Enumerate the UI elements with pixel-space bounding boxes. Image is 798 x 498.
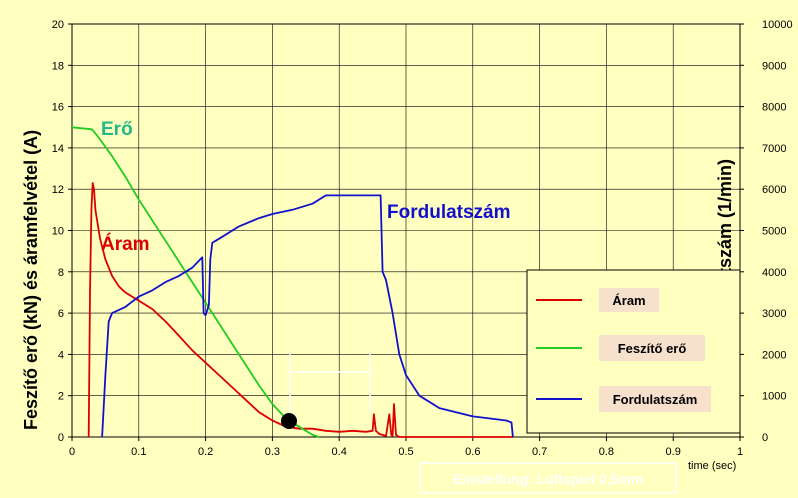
x-tick-label: 0.2 <box>198 446 213 458</box>
y-left-tick-label: 20 <box>52 19 64 31</box>
legend: Áram Feszítő erő Fordulatszám <box>526 269 741 434</box>
x-tick-label: 0.6 <box>465 446 480 458</box>
x-tick-label: 0.7 <box>532 446 547 458</box>
y-right-tick-label: 9000 <box>762 60 786 72</box>
y-left-tick-label: 12 <box>52 184 64 196</box>
x-tick-label: 0.4 <box>332 446 347 458</box>
y-left-axis-title: Feszítő erő (kN) és áramfelvétel (A) <box>21 130 41 430</box>
ero-annotation: Erő <box>101 119 133 140</box>
y-right-tick-label: 2000 <box>762 349 786 361</box>
x-tick-label: 0.8 <box>599 446 614 458</box>
y-right-tick-label: 4000 <box>762 267 786 279</box>
legend-label-fordulat: Fordulatszám <box>613 392 698 407</box>
legend-label-aram: Áram <box>612 293 645 308</box>
x-tick-label: 0.1 <box>131 446 146 458</box>
x-tick-label: 0.3 <box>265 446 280 458</box>
x-tick-label: 1 <box>737 446 743 458</box>
x-tick-label: 0.5 <box>398 446 413 458</box>
series-line-0 <box>87 182 513 438</box>
y-left-tick-label: 14 <box>52 143 64 155</box>
y-right-tick-label: 6000 <box>762 184 786 196</box>
x-axis-title: time (sec) <box>688 460 736 472</box>
legend-label-feszito: Feszítő erő <box>618 341 687 356</box>
y-right-tick-label: 8000 <box>762 102 786 114</box>
y-right-tick-label: 0 <box>762 432 768 444</box>
y-right-tick-label: 5000 <box>762 226 786 238</box>
y-left-tick-label: 0 <box>58 432 64 444</box>
series-line-2 <box>101 194 514 438</box>
y-left-tick-label: 8 <box>58 267 64 279</box>
bottom-note-text: Einstellung: Luftspiel 0,5mm <box>453 471 644 487</box>
fordulat-annotation: Fordulatszám <box>387 202 511 223</box>
legend-label-bg-fordulat <box>599 386 711 412</box>
y-left-tick-label: 18 <box>52 60 64 72</box>
y-right-tick-label: 3000 <box>762 308 786 320</box>
y-left-tick-label: 16 <box>52 102 64 114</box>
y-left-tick-label: 10 <box>52 226 64 238</box>
aram-annotation: Áram <box>101 233 150 255</box>
legend-label-bg-aram <box>599 288 659 312</box>
y-right-tick-label: 1000 <box>762 391 786 403</box>
y-left-tick-label: 2 <box>58 391 64 403</box>
y-right-tick-label: 7000 <box>762 143 786 155</box>
ticks: 0 0.1 0.2 0.3 0.4 0.5 0.6 0.7 0.8 0.9 102468101214… <box>52 19 793 458</box>
bottom-note-box <box>419 462 677 494</box>
legend-label-bg-feszito <box>599 335 705 361</box>
bottom-note: Einstellung: Luftspiel 0,5mm <box>419 462 677 494</box>
x-tick-label: 0 <box>69 446 75 458</box>
y-left-tick-label: 4 <box>58 349 64 361</box>
y-left-tick-label: 6 <box>58 308 64 320</box>
y-right-tick-label: 10000 <box>762 19 793 31</box>
span-bracket <box>289 353 371 412</box>
marker-dot <box>281 413 297 429</box>
x-tick-label: 0.9 <box>666 446 681 458</box>
